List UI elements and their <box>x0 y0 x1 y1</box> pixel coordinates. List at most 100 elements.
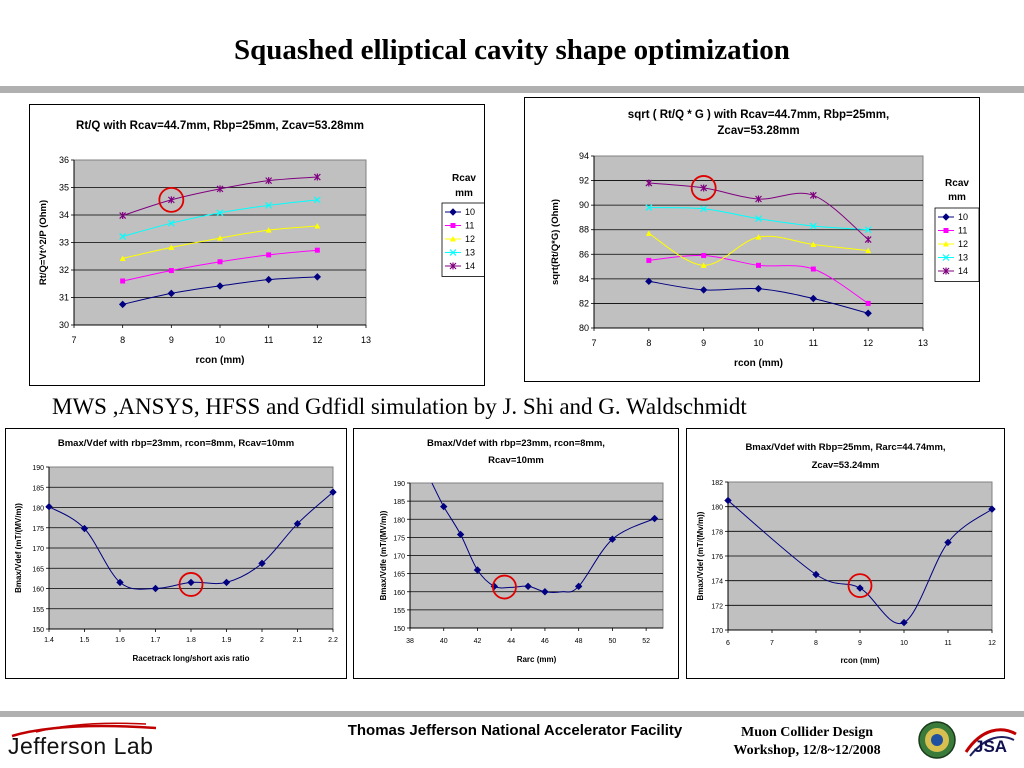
y-tick-label: 36 <box>59 155 69 165</box>
y-tick-label: 33 <box>59 238 69 248</box>
highlight-circle <box>690 175 717 201</box>
legend-marker <box>942 254 950 261</box>
data-point <box>216 185 224 193</box>
data-point <box>809 294 818 303</box>
x-tick-label: 52 <box>642 638 650 645</box>
chart-bmax-rarc-svg: Bmax/Vdef with rbp=23mm, rcon=8mm, Rcav=1… <box>379 438 664 664</box>
data-point <box>755 215 762 223</box>
data-point <box>167 196 175 204</box>
y-tick-label: 180 <box>393 517 405 524</box>
y-tick-label: 155 <box>393 608 405 615</box>
y-tick-label: 182 <box>711 480 723 487</box>
chart-title: Zcav=53.24mm <box>812 460 880 471</box>
data-point <box>645 230 652 236</box>
y-tick-label: 88 <box>579 225 589 235</box>
data-point <box>151 584 160 593</box>
legend-box <box>934 207 979 282</box>
legend-entry: 10 <box>465 207 475 217</box>
data-point <box>645 179 653 187</box>
x-tick-label: 42 <box>474 638 482 645</box>
x-tick-label: 11 <box>944 640 951 647</box>
x-tick-label: 2.2 <box>328 637 338 644</box>
x-tick-label: 1.4 <box>44 637 54 644</box>
y-tick-label: 178 <box>711 529 723 536</box>
y-tick-label: 190 <box>32 465 44 472</box>
data-point <box>944 538 952 547</box>
chart-title: Bmax/Vdef with rbp=23mm, rcon=8mm, Rcav=… <box>58 438 294 449</box>
x-tick-label: 48 <box>575 638 583 645</box>
x-tick-label: 1.5 <box>80 637 90 644</box>
legend-entry: 12 <box>958 239 968 249</box>
data-point <box>865 247 872 254</box>
legend-entry: 13 <box>465 248 475 258</box>
data-point <box>864 236 872 244</box>
y-tick-label: 31 <box>59 293 69 303</box>
x-tick-label: 10 <box>215 335 225 345</box>
legend-box <box>441 202 484 277</box>
data-point <box>80 524 89 533</box>
data-point <box>754 284 763 293</box>
data-point <box>809 191 817 199</box>
data-point <box>314 223 321 229</box>
x-tick-label: 1.9 <box>222 637 232 644</box>
data-point <box>45 502 53 511</box>
x-tick-label: 11 <box>264 335 273 345</box>
x-tick-label: 9 <box>701 338 706 348</box>
data-point <box>645 277 653 286</box>
data-point <box>313 196 321 204</box>
data-point <box>900 618 908 627</box>
highlight-circle <box>158 186 185 213</box>
data-point <box>809 222 817 230</box>
x-tick-label: 10 <box>753 338 763 348</box>
chart-title: Rcav=10mm <box>488 455 544 466</box>
x-tick-label: 12 <box>988 640 996 647</box>
y-tick-label: 92 <box>579 176 589 186</box>
x-tick-label: 7 <box>770 640 774 647</box>
y-axis-label: Rt/Q=Vt^2/P (Ohm) <box>38 200 49 285</box>
legend-marker <box>942 267 950 275</box>
data-point <box>865 300 871 306</box>
x-tick-label: 10 <box>900 640 908 647</box>
data-point <box>265 227 272 233</box>
y-tick-label: 170 <box>393 554 405 561</box>
data-point <box>119 212 127 220</box>
title-rule <box>0 86 1024 93</box>
data-point <box>119 233 127 240</box>
data-point <box>756 262 761 268</box>
chart-title: Bmax/Vdef with rbp=23mm, rcon=8mm, <box>427 438 605 449</box>
y-tick-label: 190 <box>393 481 405 488</box>
data-point <box>456 530 465 539</box>
y-tick-label: 174 <box>711 579 723 586</box>
chart-bmax-rcon: Bmax/Vdef with Rbp=25mm, Rarc=44.74mm, Zc… <box>686 428 1005 679</box>
x-tick-label: 2.1 <box>293 637 303 644</box>
y-tick-label: 90 <box>579 200 589 210</box>
legend-entry: 12 <box>465 234 475 244</box>
legend-marker <box>449 249 457 256</box>
data-point <box>724 496 732 505</box>
x-tick-label: 7 <box>591 338 596 348</box>
data-point <box>864 226 872 234</box>
chart-bmax-rcon-svg: Bmax/Vdef with Rbp=25mm, Rarc=44.74mm, Zc… <box>696 442 996 665</box>
legend-marker <box>943 241 949 247</box>
jefferson-lab-logo-icon <box>11 722 157 738</box>
jsa-logo-icon: JSA <box>964 728 1017 757</box>
jefferson-lab-logo-text: Jefferson Lab <box>8 733 154 759</box>
chart-title: Zcav=53.28mm <box>717 125 799 137</box>
x-tick-label: 9 <box>169 335 174 345</box>
data-point <box>167 219 175 227</box>
x-tick-label: 8 <box>120 335 125 345</box>
data-point <box>314 247 320 253</box>
data-point <box>810 266 816 272</box>
data-point <box>217 235 223 241</box>
y-tick-label: 175 <box>393 535 405 542</box>
x-axis-label: Rarc (mm) <box>517 655 557 664</box>
data-point <box>810 241 817 247</box>
y-tick-label: 185 <box>32 485 44 492</box>
legend-marker <box>943 228 949 233</box>
data-point <box>187 578 195 587</box>
legend-marker <box>449 262 457 270</box>
y-tick-label: 150 <box>32 627 44 634</box>
chart-bmax-rarc: Bmax/Vdef with rbp=23mm, rcon=8mm, Rcav=1… <box>353 428 679 679</box>
y-tick-label: 160 <box>32 587 44 594</box>
x-tick-label: 13 <box>361 335 371 345</box>
